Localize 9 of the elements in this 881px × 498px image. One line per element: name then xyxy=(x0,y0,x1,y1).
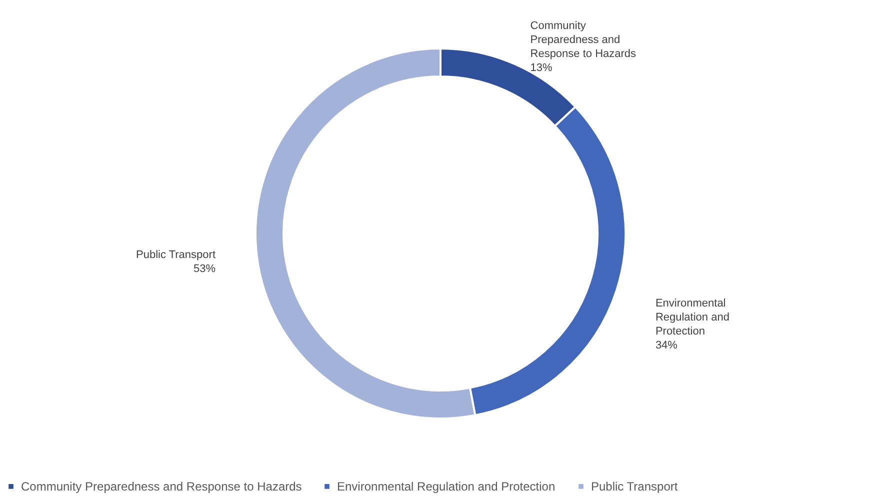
slice-label: Public Transport xyxy=(136,248,216,261)
data-label: 34% xyxy=(655,339,678,352)
data-label: 53% xyxy=(193,262,216,275)
legend-label: Public Transport xyxy=(591,479,678,494)
slice-label: Environmental Regulation and Protection xyxy=(655,297,730,338)
data-label: 13% xyxy=(530,62,552,74)
legend-label: Community Preparedness and Response to Hazards xyxy=(21,479,302,494)
slice-label: Community Preparedness and Response to Hazards xyxy=(530,20,637,60)
legend-label: Environmental Regulation and Protection xyxy=(337,479,556,494)
